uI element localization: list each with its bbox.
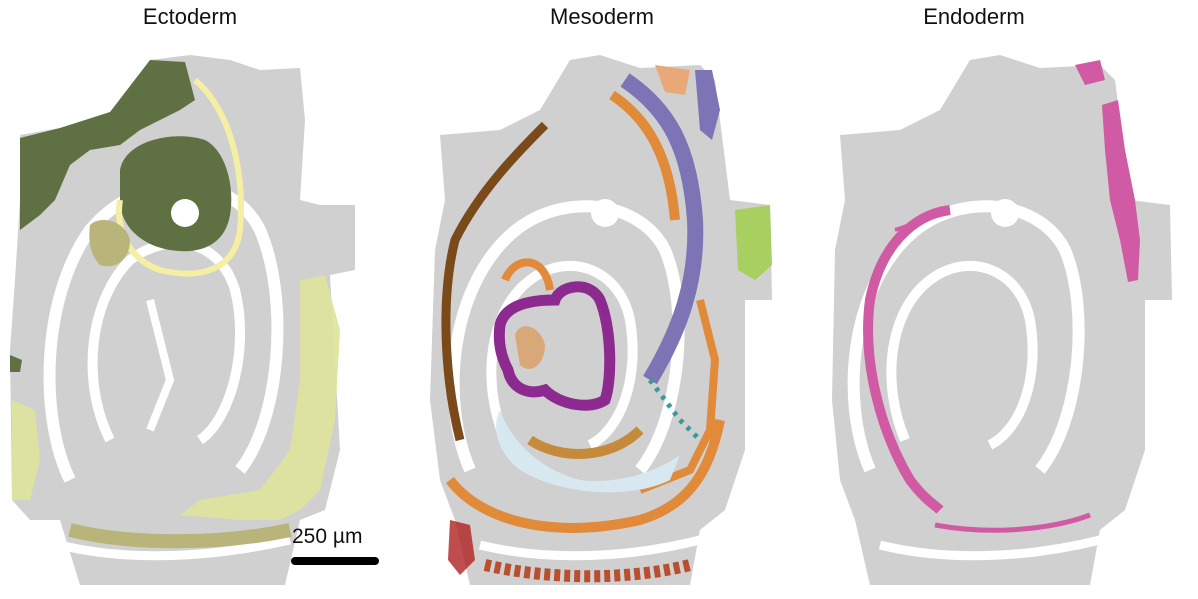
panel-title-ectoderm: Ectoderm [142,4,238,29]
endoderm-section [832,55,1172,585]
ectoderm-tissue-outline [10,55,355,585]
mesoderm-section [430,55,772,585]
mesoderm-brown-band [441,121,549,442]
ectoderm-dark-region [20,60,195,230]
panel-title-endoderm: Endoderm [923,4,1025,29]
ectoderm-light-band [180,275,340,520]
endoderm-tissue-outline [832,55,1172,585]
mesoderm-lime-region [735,205,772,280]
panel-title-mesoderm: Mesoderm [550,4,654,29]
scalebar-line [291,557,379,565]
mesoderm-lavender-band [620,73,704,385]
endoderm-pink-arc [863,205,951,514]
ectoderm-section [10,55,355,585]
mesoderm-purple-loop [493,281,616,411]
endoderm-pink-band-right [1102,100,1140,282]
scalebar-label: 250 µm [292,525,363,548]
